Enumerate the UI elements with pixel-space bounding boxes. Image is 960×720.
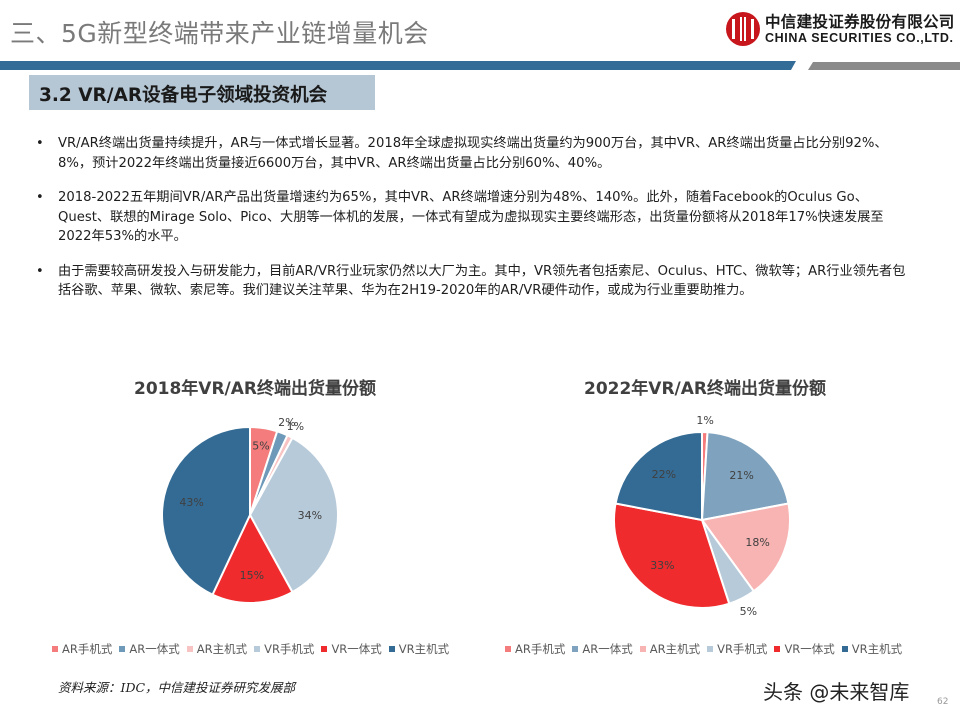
slice-label: 2% bbox=[278, 416, 295, 429]
legend-swatch-icon bbox=[321, 646, 328, 652]
slice-label: 34% bbox=[298, 509, 322, 522]
pie-slice bbox=[211, 512, 294, 604]
legend-label: AR手机式 bbox=[515, 642, 566, 656]
pie-slice bbox=[614, 430, 703, 522]
slice-label: 1% bbox=[287, 420, 304, 433]
slice-label: 18% bbox=[745, 536, 769, 549]
pie-slice bbox=[613, 502, 731, 609]
source-note: 资料来源：IDC，中信建投证券研究发展部 bbox=[58, 680, 296, 695]
legend-swatch-icon bbox=[505, 646, 511, 652]
legend-label: VR一体式 bbox=[784, 642, 835, 656]
bullet-item: 2018-2022五年期间VR/AR产品出货量增速约为65%，其中VR、AR终端… bbox=[36, 188, 906, 247]
pie-slice bbox=[700, 431, 790, 522]
legend-item: VR一体式 bbox=[321, 641, 382, 657]
pie-slice bbox=[700, 502, 791, 593]
header-divider-gray bbox=[808, 62, 960, 70]
legend-swatch-icon bbox=[186, 646, 193, 652]
citic-logo-icon bbox=[726, 12, 760, 46]
slice-label: 1% bbox=[696, 414, 713, 427]
legend-item: AR手机式 bbox=[505, 641, 565, 657]
slice-label: 21% bbox=[729, 469, 753, 482]
company-logo: 中信建投证券股份有限公司 CHINA SECURITIES CO.,LTD. bbox=[726, 12, 955, 46]
legend-item: AR一体式 bbox=[572, 641, 633, 657]
legend-label: VR一体式 bbox=[331, 642, 382, 656]
legend-item: AR手机式 bbox=[52, 641, 112, 657]
legend-item: AR一体式 bbox=[119, 641, 180, 657]
legend-item: AR主机式 bbox=[186, 641, 248, 657]
legend-item: VR一体式 bbox=[774, 641, 835, 657]
legend-label: AR一体式 bbox=[129, 642, 180, 656]
legend-swatch-icon bbox=[119, 646, 126, 652]
legend-label: VR手机式 bbox=[717, 642, 768, 656]
section-header: 3.2 VR/AR设备电子领域投资机会 bbox=[29, 75, 375, 110]
legend-item: AR主机式 bbox=[639, 641, 701, 657]
slice-label: 33% bbox=[650, 559, 674, 572]
legend-item: VR手机式 bbox=[707, 641, 767, 657]
legend-label: VR主机式 bbox=[851, 642, 903, 656]
pie-slice bbox=[161, 425, 251, 596]
legend-swatch-icon bbox=[774, 646, 781, 652]
slice-label: 43% bbox=[179, 496, 203, 509]
slice-label: 5% bbox=[740, 605, 757, 618]
legend-label: AR主机式 bbox=[649, 642, 701, 656]
legend-swatch-icon bbox=[254, 646, 261, 652]
legend-swatch-icon bbox=[52, 646, 58, 652]
legend-swatch-icon bbox=[639, 646, 646, 652]
chart-title: 2022年VR/AR终端出货量份额 bbox=[583, 379, 827, 399]
chart-legend: AR手机式 AR一体式 AR主机式 VR手机式 VR一体式 VR主机式 bbox=[52, 641, 456, 657]
legend-label: AR手机式 bbox=[62, 642, 113, 656]
chart-legend: AR手机式 AR一体式 AR主机式 VR手机式 VR一体式 VR主机式 bbox=[505, 641, 909, 657]
watermark: 头条 @未来智库 bbox=[763, 680, 910, 704]
slice-label: 5% bbox=[252, 439, 269, 452]
legend-item: VR主机式 bbox=[841, 641, 903, 657]
bullet-item: 由于需要较高研发投入与研发能力，目前AR/VR行业玩家仍然以大厂为主。其中，VR… bbox=[36, 262, 906, 301]
legend-swatch-icon bbox=[388, 646, 395, 652]
pie-2018-plot: 5% 2%1% 34% 15% 43% bbox=[161, 416, 339, 604]
page-title: 三、5G新型终端带来产业链增量机会 bbox=[10, 19, 429, 48]
legend-item: VR手机式 bbox=[254, 641, 314, 657]
legend-swatch-icon bbox=[841, 646, 848, 652]
legend-label: VR手机式 bbox=[264, 642, 315, 656]
chart-title: 2018年VR/AR终端出货量份额 bbox=[133, 379, 377, 399]
slice-label: 22% bbox=[652, 468, 676, 481]
pie-2022-plot: 1% 21% 18% 5% 33% 22% bbox=[613, 414, 791, 618]
legend-label: VR主机式 bbox=[398, 642, 450, 656]
legend-swatch-icon bbox=[572, 646, 579, 652]
legend-label: AR一体式 bbox=[582, 642, 633, 656]
legend-swatch-icon bbox=[707, 646, 714, 652]
logo-en-text: CHINA SECURITIES CO.,LTD. bbox=[765, 30, 954, 45]
section-title: 3.2 VR/AR设备电子领域投资机会 bbox=[39, 85, 328, 106]
legend-item: VR主机式 bbox=[388, 641, 450, 657]
header-divider-blue bbox=[0, 61, 796, 70]
bullet-list: VR/AR终端出货量持续提升，AR与一体式增长显著。2018年全球虚拟现实终端出… bbox=[36, 134, 906, 316]
legend-label: AR主机式 bbox=[196, 642, 248, 656]
page-number: 62 bbox=[937, 697, 949, 707]
bullet-item: VR/AR终端出货量持续提升，AR与一体式增长显著。2018年全球虚拟现实终端出… bbox=[36, 134, 906, 173]
slice-label: 15% bbox=[240, 569, 264, 582]
pie-chart-2018: 2018年VR/AR终端出货量份额 5% 2% 1% 34% 15% 43% AR手机式 A… bbox=[40, 370, 470, 670]
logo-cn-text: 中信建投证券股份有限公司 bbox=[765, 12, 955, 31]
pie-chart-2022: 2022年VR/AR终端出货量份额 1% 21% 18% 5% 33% 22% AR手机式… bbox=[490, 370, 920, 670]
